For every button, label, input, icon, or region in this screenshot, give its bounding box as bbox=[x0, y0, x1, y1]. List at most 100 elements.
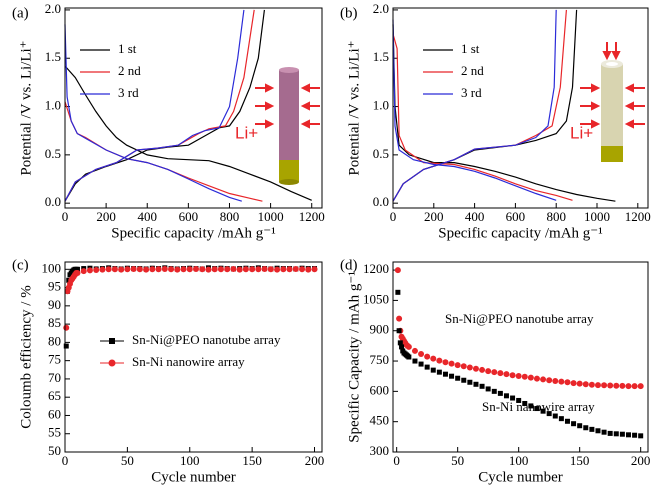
x-tick-label: 400 bbox=[137, 209, 157, 224]
y-axis-label: Potential /V vs. Li/Li⁺ bbox=[18, 40, 34, 175]
data-point bbox=[479, 366, 486, 373]
data-point bbox=[491, 369, 498, 376]
legend-label: 3 rd bbox=[461, 85, 482, 100]
data-point bbox=[436, 369, 442, 375]
data-point bbox=[607, 430, 613, 436]
y-tick-label: 1.5 bbox=[45, 49, 61, 64]
data-point bbox=[395, 289, 401, 295]
data-point bbox=[168, 266, 175, 273]
data-point bbox=[503, 371, 510, 378]
y-tick-label: 55 bbox=[48, 425, 61, 440]
plot-area bbox=[64, 9, 312, 202]
data-point bbox=[558, 378, 565, 385]
x-tick-label: 200 bbox=[424, 209, 444, 224]
data-point bbox=[534, 406, 540, 412]
data-point bbox=[161, 265, 168, 272]
x-tick-label: 100 bbox=[509, 453, 529, 468]
data-point bbox=[589, 426, 595, 432]
x-tick-label: 1200 bbox=[299, 209, 325, 224]
plot-area bbox=[63, 265, 318, 349]
x-tick-label: 1200 bbox=[625, 209, 651, 224]
y-tick-label: 1.0 bbox=[373, 98, 389, 113]
panel-label: (c) bbox=[12, 257, 29, 273]
data-point bbox=[111, 266, 118, 273]
x-tick-label: 150 bbox=[242, 453, 262, 468]
data-point bbox=[292, 265, 299, 272]
data-point bbox=[638, 433, 644, 439]
data-point bbox=[136, 266, 143, 273]
data-point bbox=[286, 266, 293, 273]
data-point bbox=[74, 266, 80, 272]
data-point bbox=[558, 416, 564, 422]
y-tick-label: 2.0 bbox=[373, 1, 389, 16]
data-point bbox=[613, 431, 619, 437]
x-tick-label: 50 bbox=[451, 453, 464, 468]
y-tick-label: 1050 bbox=[363, 291, 389, 306]
data-point bbox=[412, 358, 418, 364]
data-point bbox=[255, 266, 262, 273]
data-point bbox=[521, 373, 528, 380]
data-line bbox=[64, 9, 263, 202]
data-point bbox=[637, 383, 644, 390]
plot-frame bbox=[392, 261, 649, 453]
x-tick-label: 0 bbox=[62, 209, 69, 224]
y-tick-label: 0.5 bbox=[373, 146, 389, 161]
legend-marker bbox=[108, 359, 116, 367]
data-point bbox=[86, 267, 93, 274]
x-tick-label: 800 bbox=[220, 209, 240, 224]
x-axis-label: Cycle number bbox=[478, 469, 563, 485]
data-point bbox=[588, 381, 595, 388]
data-point bbox=[546, 411, 552, 417]
data-point bbox=[552, 378, 559, 385]
data-point bbox=[430, 355, 437, 362]
data-point bbox=[124, 266, 131, 273]
data-point bbox=[516, 397, 522, 403]
x-tick-label: 0 bbox=[390, 209, 397, 224]
x-tick-label: 100 bbox=[180, 453, 200, 468]
y-tick-label: 1200 bbox=[363, 261, 389, 276]
panel-label: (a) bbox=[12, 5, 29, 21]
y-tick-label: 0.5 bbox=[45, 146, 61, 161]
data-point bbox=[522, 400, 528, 406]
data-point bbox=[479, 383, 485, 389]
data-point bbox=[406, 354, 412, 360]
data-point bbox=[436, 357, 443, 364]
x-tick-label: 200 bbox=[631, 453, 651, 468]
y-tick-label: 85 bbox=[48, 315, 61, 330]
data-line bbox=[64, 9, 312, 202]
data-point bbox=[625, 383, 632, 390]
data-point bbox=[192, 265, 199, 272]
data-point bbox=[299, 266, 306, 273]
data-point bbox=[199, 266, 206, 273]
y-tick-label: 90 bbox=[48, 297, 61, 312]
data-point bbox=[497, 370, 504, 377]
data-point bbox=[564, 379, 571, 386]
data-point bbox=[528, 403, 534, 409]
x-axis-label: Cycle number bbox=[151, 469, 236, 485]
data-point bbox=[503, 393, 509, 399]
data-point bbox=[249, 266, 256, 273]
data-point bbox=[394, 267, 401, 274]
data-point bbox=[418, 350, 425, 357]
legend-label: Sn-Ni@PEO nanotube array bbox=[132, 332, 281, 347]
data-point bbox=[424, 364, 430, 370]
data-point bbox=[211, 266, 218, 273]
data-point bbox=[430, 367, 436, 373]
data-point bbox=[149, 266, 156, 273]
data-point bbox=[143, 266, 150, 273]
x-tick-label: 200 bbox=[96, 209, 116, 224]
x-tick-label: 200 bbox=[305, 453, 325, 468]
data-point bbox=[230, 265, 237, 272]
data-point bbox=[217, 266, 224, 273]
data-point bbox=[99, 266, 106, 273]
series-label: Sn-Ni@PEO nanotube array bbox=[445, 311, 594, 326]
data-point bbox=[473, 381, 479, 387]
y-tick-label: 450 bbox=[370, 413, 390, 428]
data-point bbox=[130, 265, 137, 272]
x-tick-label: 1000 bbox=[258, 209, 284, 224]
data-point bbox=[405, 343, 412, 350]
data-point bbox=[631, 383, 638, 390]
data-point bbox=[180, 266, 187, 273]
data-point bbox=[461, 377, 467, 383]
